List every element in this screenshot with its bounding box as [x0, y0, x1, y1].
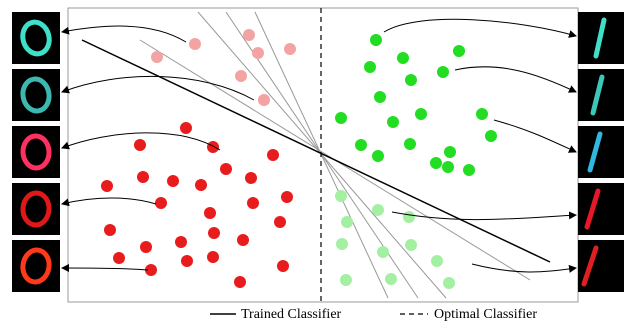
point: [444, 146, 456, 158]
point: [415, 108, 427, 120]
point: [374, 91, 386, 103]
point: [463, 164, 475, 176]
legend-label: Optimal Classifier: [434, 307, 537, 322]
point: [208, 227, 220, 239]
point: [284, 43, 296, 55]
point: [245, 172, 257, 184]
figure: Trained Classifier Optimal Classifier: [0, 0, 630, 324]
point: [140, 241, 152, 253]
legend-label: Trained Classifier: [241, 307, 342, 322]
point: [234, 276, 246, 288]
point: [167, 175, 179, 187]
point: [485, 130, 497, 142]
point: [335, 112, 347, 124]
point: [364, 61, 376, 73]
point: [355, 139, 367, 151]
point: [247, 197, 259, 209]
point: [258, 94, 270, 106]
point: [453, 45, 465, 57]
point: [370, 34, 382, 46]
point: [387, 116, 399, 128]
point: [235, 70, 247, 82]
point: [403, 211, 415, 223]
point: [207, 251, 219, 263]
point: [195, 179, 207, 191]
point: [113, 252, 125, 264]
point: [274, 216, 286, 228]
point: [443, 277, 455, 289]
point: [134, 139, 146, 151]
point: [405, 239, 417, 251]
point: [430, 157, 442, 169]
point: [335, 190, 347, 202]
point: [281, 191, 293, 203]
point: [175, 236, 187, 248]
point: [277, 260, 289, 272]
point: [204, 207, 216, 219]
point: [437, 66, 449, 78]
point: [340, 274, 352, 286]
point: [385, 273, 397, 285]
point: [405, 74, 417, 86]
point: [155, 197, 167, 209]
point: [220, 163, 232, 175]
point: [442, 161, 454, 173]
point: [372, 150, 384, 162]
point: [104, 224, 116, 236]
point: [237, 234, 249, 246]
point: [151, 51, 163, 63]
point: [189, 38, 201, 50]
point: [404, 138, 416, 150]
point: [243, 29, 255, 41]
point: [341, 216, 353, 228]
point: [101, 180, 113, 192]
point: [372, 204, 384, 216]
point: [336, 238, 348, 250]
point: [137, 171, 149, 183]
point: [267, 149, 279, 161]
point: [181, 255, 193, 267]
point: [207, 141, 219, 153]
point: [431, 255, 443, 267]
point: [180, 122, 192, 134]
point: [377, 246, 389, 258]
point: [252, 47, 264, 59]
point: [476, 108, 488, 120]
point: [397, 52, 409, 64]
